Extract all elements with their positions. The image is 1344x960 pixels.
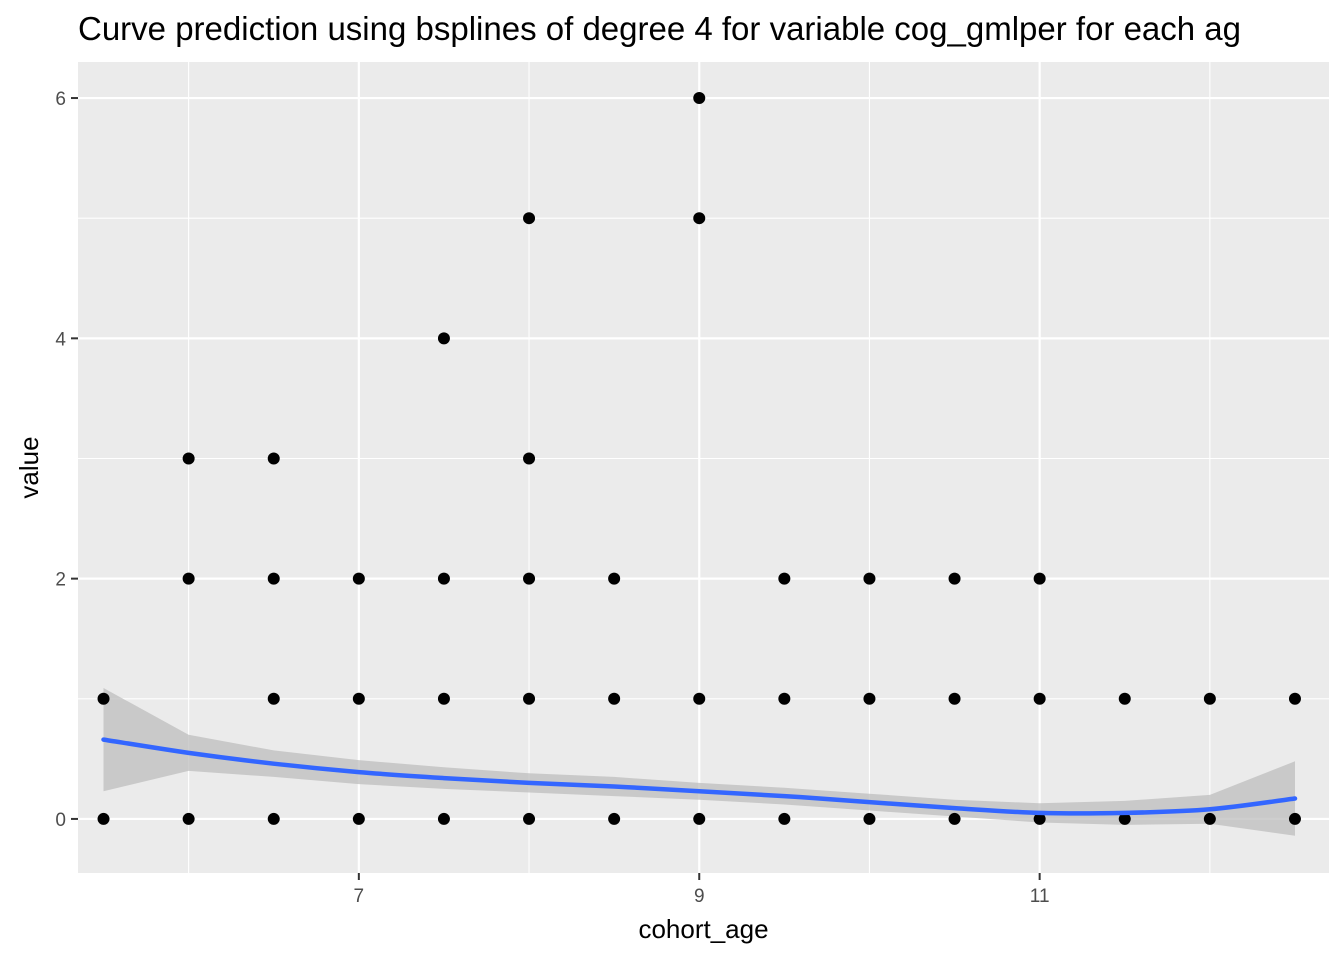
data-point: [608, 692, 621, 705]
data-point: [1203, 812, 1216, 825]
data-point: [1288, 692, 1301, 705]
y-tick-label: 2: [55, 570, 66, 591]
data-point: [693, 812, 706, 825]
data-point: [693, 212, 706, 225]
data-point: [267, 572, 280, 585]
smooth-line: [101, 737, 1298, 816]
data-point: [523, 812, 536, 825]
data-point: [778, 812, 791, 825]
data-point: [693, 92, 706, 105]
data-point: [608, 812, 621, 825]
y-tick-label: 4: [55, 329, 66, 350]
data-point: [352, 812, 365, 825]
data-point: [523, 572, 536, 585]
data-point: [97, 692, 110, 705]
x-tick-label: 7: [354, 886, 365, 907]
data-point: [267, 812, 280, 825]
data-point: [1203, 692, 1216, 705]
data-point: [1118, 692, 1131, 705]
data-point: [1288, 812, 1301, 825]
data-point: [1118, 812, 1131, 825]
data-point: [182, 572, 195, 585]
y-axis-title: value: [14, 436, 44, 498]
data-point: [778, 572, 791, 585]
data-point: [267, 692, 280, 705]
data-point: [948, 812, 961, 825]
x-tick-label: 11: [1030, 886, 1050, 907]
data-point: [182, 452, 195, 465]
data-point: [948, 692, 961, 705]
x-axis-title: cohort_age: [638, 914, 768, 944]
data-point: [523, 692, 536, 705]
data-point: [608, 572, 621, 585]
data-point: [437, 572, 450, 585]
y-tick-label: 6: [55, 89, 66, 110]
points-layer: [97, 92, 1301, 825]
data-point: [1033, 692, 1046, 705]
data-point: [1033, 572, 1046, 585]
data-point: [863, 692, 876, 705]
axes-layer: 7 9 11 0 2 4 6: [55, 89, 1049, 907]
data-point: [352, 572, 365, 585]
data-point: [437, 332, 450, 345]
data-point: [437, 692, 450, 705]
plot-panel: [78, 62, 1329, 873]
data-point: [1033, 812, 1046, 825]
data-point: [693, 692, 706, 705]
x-tick-label: 9: [694, 886, 705, 907]
data-point: [948, 572, 961, 585]
data-point: [863, 812, 876, 825]
data-point: [352, 692, 365, 705]
data-point: [863, 572, 876, 585]
data-point: [267, 452, 280, 465]
data-point: [523, 212, 536, 225]
confidence-ribbon-layer: [103, 688, 1295, 836]
data-point: [437, 812, 450, 825]
data-point: [523, 452, 536, 465]
y-tick-label: 0: [55, 810, 66, 831]
chart-title: Curve prediction using bsplines of degre…: [78, 10, 1242, 47]
data-point: [97, 812, 110, 825]
data-point: [778, 692, 791, 705]
data-point: [182, 812, 195, 825]
smooth-line-layer: [101, 737, 1298, 816]
confidence-ribbon: [103, 688, 1295, 836]
